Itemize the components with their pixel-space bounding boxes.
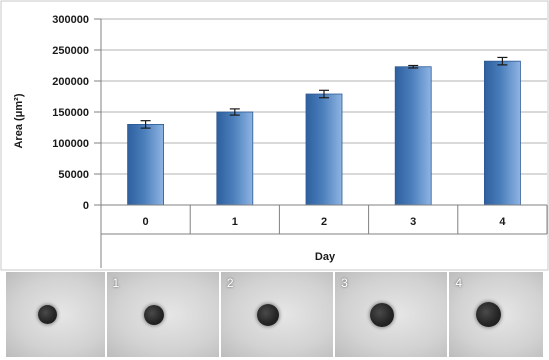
chart-frame bbox=[0, 0, 549, 271]
micrograph-label: 3 bbox=[341, 276, 348, 290]
micrograph-day-1: 1 bbox=[106, 272, 221, 357]
x-tick-label: 4 bbox=[499, 216, 506, 228]
micrograph-day-2: 2 bbox=[220, 272, 336, 357]
spheroid bbox=[370, 303, 395, 327]
y-tick-label: 200000 bbox=[52, 76, 89, 88]
bar bbox=[394, 66, 432, 206]
spheroid bbox=[256, 304, 279, 326]
x-axis-title: Day bbox=[315, 251, 336, 263]
x-tick-label: 3 bbox=[410, 216, 416, 228]
micrograph-label: 4 bbox=[455, 276, 463, 290]
bar bbox=[305, 93, 343, 206]
y-tick-label: 300000 bbox=[52, 14, 89, 26]
micrograph-day-0 bbox=[6, 272, 107, 357]
x-tick-label: 2 bbox=[321, 216, 327, 228]
axes bbox=[94, 18, 548, 268]
bar bbox=[127, 124, 164, 206]
spheroid bbox=[476, 302, 502, 327]
bar-chart: 0 50000 100000 150000 200000 250000 300000 0 1 2 3… bbox=[0, 0, 549, 271]
y-tick-label: 50000 bbox=[58, 169, 89, 181]
micrograph-day-3: 3 bbox=[335, 272, 450, 357]
spheroid bbox=[38, 305, 57, 324]
bar bbox=[483, 60, 521, 206]
y-tick-label: 0 bbox=[83, 200, 89, 212]
y-tick-label: 250000 bbox=[52, 45, 89, 57]
micrograph-strip: 1 2 3 4 bbox=[6, 272, 543, 357]
y-tick-label: 100000 bbox=[52, 138, 89, 150]
micrograph-label: 2 bbox=[226, 276, 234, 290]
y-tick-label: 150000 bbox=[52, 107, 89, 119]
bar bbox=[216, 111, 254, 206]
bars bbox=[127, 56, 521, 206]
x-tick-label: 0 bbox=[143, 216, 149, 228]
micrograph-label: 1 bbox=[112, 276, 120, 290]
tick-labels: 0 50000 100000 150000 200000 250000 300000 0 1 2 3… bbox=[52, 14, 506, 228]
y-axis-title: Area (μm²) bbox=[13, 93, 25, 148]
micrograph-day-4: 4 bbox=[449, 272, 543, 357]
x-tick-label: 1 bbox=[232, 216, 238, 228]
spheroid bbox=[143, 305, 164, 325]
